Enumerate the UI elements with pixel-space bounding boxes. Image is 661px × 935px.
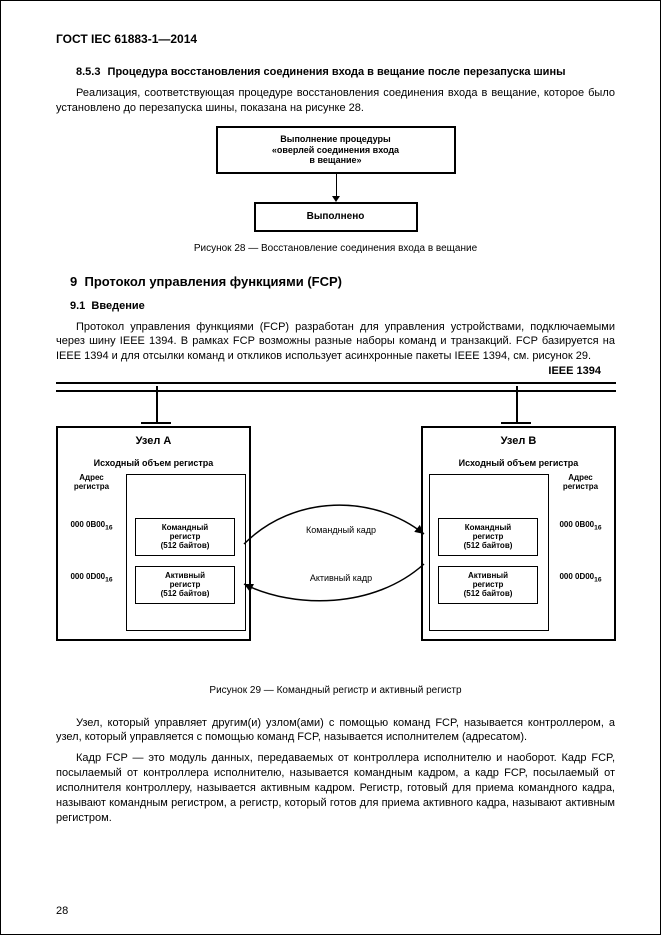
node-b-active-register: Активный регистр (512 байтов) (438, 566, 538, 604)
figure-28-caption: Рисунок 28 — Восстановление соединения в… (56, 242, 615, 256)
figure-29: IEEE 1394 Узел A Исходный объем регистра… (56, 374, 616, 674)
section-9-number: 9 (70, 274, 77, 289)
drop-base-b (501, 422, 531, 424)
section-9-1-para: Протокол управления функциями (FCP) разр… (56, 320, 615, 365)
section-8-5-3-para: Реализация, соответствующая процедуре во… (56, 86, 615, 116)
drop-base-a (141, 422, 171, 424)
addr2-a: 000 0D0016 (64, 572, 119, 585)
section-title: Процедура восстановления соединения вход… (108, 66, 566, 78)
node-a-cmd-register: Командный регистр (512 байтов) (135, 518, 235, 556)
addr-head-b: Адрес регистра (553, 474, 608, 492)
node-a-addr-col: Адрес регистра 000 0B0016 000 0D0016 (64, 474, 119, 585)
node-b-subtitle: Исходный объем регистра (429, 457, 608, 469)
addr-head-a: Адрес регистра (64, 474, 119, 492)
node-a-active-register: Активный регистр (512 байтов) (135, 566, 235, 604)
post-fig29-para-2: Кадр FCP — это модуль данных, передаваем… (56, 751, 615, 825)
section-8-5-3-heading: 8.5.3 Процедура восстановления соединени… (56, 65, 615, 80)
fig28-box1-line3: в вещание» (309, 155, 361, 165)
node-b-box: Узел B Исходный объем регистра Адрес рег… (421, 426, 616, 641)
figure-29-caption: Рисунок 29 — Командный регистр и активны… (56, 684, 615, 698)
fig28-arrow (216, 174, 456, 202)
figure-28: Выполнение процедуры «оверлей соединения… (216, 126, 456, 232)
section-number: 8.5.3 (76, 66, 100, 78)
addr2-b: 000 0D0016 (553, 572, 608, 585)
post-fig29-para-1: Узел, который управляет другим(и) узлом(… (56, 716, 615, 746)
node-a-box: Узел A Исходный объем регистра Адрес рег… (56, 426, 251, 641)
section-9-heading: 9 Протокол управления функциями (FCP) (70, 273, 615, 291)
node-b-cmd-register: Командный регистр (512 байтов) (438, 518, 538, 556)
addr1-a: 000 0B0016 (64, 520, 119, 533)
node-b-addr-col: Адрес регистра 000 0B0016 000 0D0016 (553, 474, 608, 585)
drop-line-b (516, 386, 518, 422)
section-9-1-title: Введение (91, 300, 144, 312)
fig28-box1-line2: «оверлей соединения входа (272, 145, 399, 155)
section-9-title: Протокол управления функциями (FCP) (84, 274, 342, 289)
document-id: ГОСТ IEC 61883-1—2014 (56, 31, 615, 47)
fig28-box1-line1: Выполнение процедуры (280, 134, 390, 144)
node-b-title: Узел B (429, 434, 608, 449)
bus-label: IEEE 1394 (548, 364, 601, 379)
drop-line-a (156, 386, 158, 422)
node-a-subtitle: Исходный объем регистра (64, 457, 243, 469)
command-frame-label: Командный кадр (296, 524, 386, 536)
bus-line (56, 382, 616, 392)
active-frame-label: Активный кадр (296, 572, 386, 584)
fig28-start-box: Выполнение процедуры «оверлей соединения… (216, 126, 456, 174)
page-container: ГОСТ IEC 61883-1—2014 8.5.3 Процедура во… (0, 0, 661, 935)
section-9-1-heading: 9.1 Введение (70, 299, 615, 314)
fig28-done-box: Выполнено (254, 202, 418, 232)
section-9-1-number: 9.1 (70, 300, 85, 312)
addr1-b: 000 0B0016 (553, 520, 608, 533)
page-number: 28 (56, 904, 68, 919)
node-a-title: Узел A (64, 434, 243, 449)
